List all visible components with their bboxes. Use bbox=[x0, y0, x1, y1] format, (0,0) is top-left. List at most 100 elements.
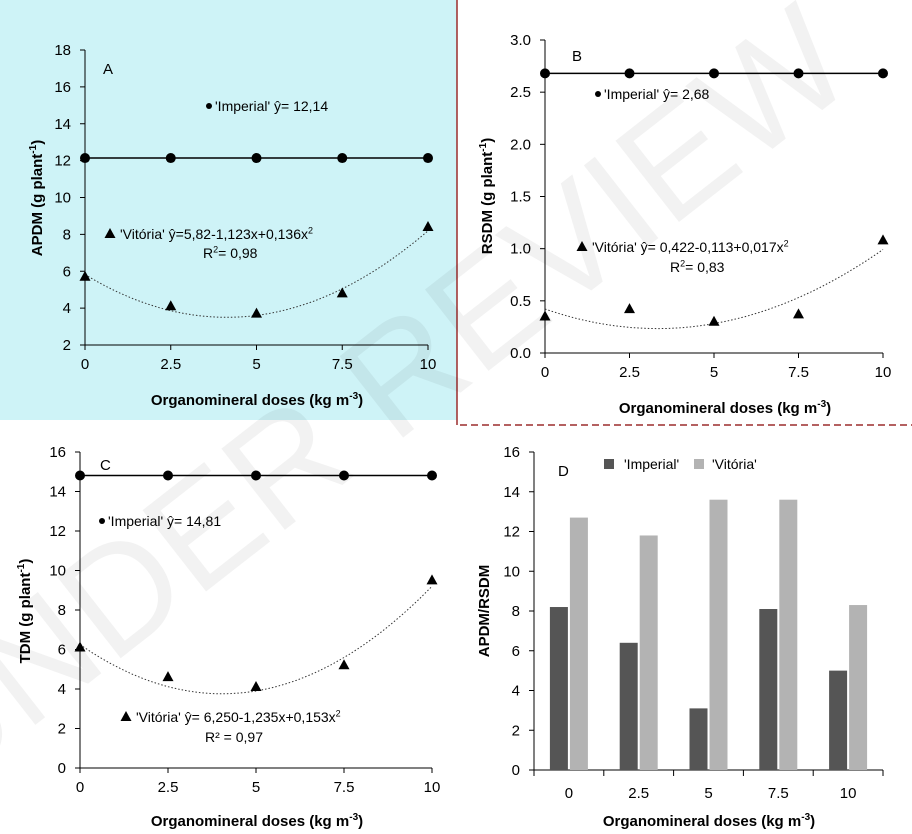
panel-b-imperial-legend-marker bbox=[595, 91, 601, 97]
panel-b-ylabel: RSDM (g plant-1​) bbox=[478, 138, 496, 254]
panel-b-xtick-label-3: 7.5 bbox=[788, 364, 809, 381]
panel-c-imperial-point-0 bbox=[75, 470, 85, 481]
panel-c-ylabel: TDM (g plant-1​) bbox=[16, 559, 34, 664]
panel-d-bar-imperial-3 bbox=[759, 609, 778, 770]
panel-d-ytick-label-2: 4 bbox=[512, 683, 520, 700]
panel-a-xtick-label-1: 2.5 bbox=[160, 356, 181, 373]
panel-b-vitoria-point-3 bbox=[793, 308, 804, 319]
panel-c-ytick-label-8: 16 bbox=[49, 444, 66, 461]
panel-a-ylabel: APDM (g plant-1​) bbox=[28, 140, 46, 256]
panel-a-xtick-label-2: 5 bbox=[252, 356, 260, 373]
panel-c-vitoria-point-2 bbox=[250, 681, 262, 692]
panel-a-vitoria-point-4 bbox=[422, 221, 434, 231]
panel-a-imperial-point-0 bbox=[80, 153, 90, 164]
panel-c-ytick-label-7: 14 bbox=[49, 484, 66, 501]
panel-c-xtick-label-3: 7.5 bbox=[334, 779, 355, 796]
panel-c-xtick-label-2: 5 bbox=[252, 779, 260, 796]
panel-a-ytick-label-3: 8 bbox=[63, 226, 71, 243]
panel-b-vitoria-point-4 bbox=[877, 234, 889, 245]
panel-b-imperial-point-0 bbox=[540, 68, 550, 79]
panel-a-ytick-label-8: 18 bbox=[54, 42, 71, 59]
panel-d-xlabel: Organomineral doses (kg m-3​) bbox=[603, 812, 815, 830]
panel-d-bar-imperial-2 bbox=[689, 708, 708, 770]
panel-c-ytick-label-3: 6 bbox=[58, 642, 66, 659]
panel-a-xtick-label-3: 7.5 bbox=[332, 356, 353, 373]
panel-a-vitoria-point-3 bbox=[336, 287, 348, 298]
panel-b-xlabel: Organomineral doses (kg m-3​) bbox=[619, 399, 831, 417]
panel-d-category-label-1: 2.5 bbox=[628, 785, 649, 802]
panel-c-letter: C bbox=[100, 457, 111, 474]
panel-c-vitoria-point-0 bbox=[74, 641, 86, 652]
panel-b-ytick-label-3: 1.5 bbox=[510, 189, 531, 206]
panel-b-vitoria-equation: 'Vitória' ŷ= 0,422-0,113+0,017x2​ bbox=[592, 238, 789, 255]
panel-d-ytick-label-1: 2 bbox=[512, 722, 520, 739]
panel-c-ytick-label-0: 0 bbox=[58, 760, 66, 777]
panel-c-ytick-label-4: 8 bbox=[58, 602, 66, 619]
panel-c-vitoria-legend-marker bbox=[120, 711, 132, 721]
panel-c-ytick-label-6: 12 bbox=[49, 523, 66, 540]
panel-b-imperial-point-3 bbox=[793, 68, 804, 79]
panel-d-ytick-label-3: 6 bbox=[512, 643, 520, 660]
panel-c-ytick-label-2: 4 bbox=[58, 681, 66, 698]
panel-a: 2 4 6 8 10 12 14 16 18 0 2.5 5 7.5 10 A APDM (g plan… bbox=[0, 0, 457, 420]
panel-b-ytick-label-2: 1.0 bbox=[510, 241, 531, 258]
panel-a-imperial-point-2 bbox=[251, 153, 262, 164]
panel-c-xtick-label-0: 0 bbox=[76, 779, 84, 796]
panel-d-bar-imperial-4 bbox=[829, 670, 848, 770]
panel-a-vitoria-legend-marker bbox=[104, 228, 116, 238]
panel-b-xtick-label-0: 0 bbox=[541, 364, 549, 381]
panel-b-vitoria-point-2 bbox=[708, 315, 720, 326]
panel-c-ytick-label-5: 10 bbox=[49, 563, 66, 580]
panel-c-xlabel: Organomineral doses (kg m-3​) bbox=[151, 812, 363, 830]
panel-a-imperial-equation: 'Imperial' ŷ= 12,14 bbox=[215, 98, 328, 114]
panel-d-ytick-label-6: 12 bbox=[503, 524, 520, 541]
panel-b-xtick-label-4: 10 bbox=[875, 364, 892, 381]
panel-a-xtick-label-0: 0 bbox=[81, 356, 89, 373]
panel-d-category-label-4: 10 bbox=[840, 785, 857, 802]
panel-a-imperial-point-3 bbox=[337, 153, 348, 164]
panel-a-imperial-legend-marker bbox=[206, 103, 212, 109]
panel-b-letter: B bbox=[572, 48, 582, 65]
panel-b-imperial-equation: 'Imperial' ŷ= 2,68 bbox=[604, 86, 710, 102]
panel-a-ytick-label-1: 4 bbox=[63, 300, 71, 317]
panel-a-imperial-point-4 bbox=[423, 153, 433, 164]
panel-b-ytick-label-1: 0.5 bbox=[510, 293, 531, 310]
panel-c-imperial-point-4 bbox=[427, 470, 437, 481]
panel-a-ytick-label-2: 6 bbox=[63, 263, 71, 280]
panel-c-xtick-label-4: 10 bbox=[424, 779, 441, 796]
panel-a-ytick-label-7: 16 bbox=[54, 79, 71, 96]
panel-d-letter: D bbox=[558, 463, 569, 480]
panel-c: 0 2 4 6 8 10 12 14 16 0 2.5 5 7.5 10 C TDM (g plant-… bbox=[16, 444, 440, 830]
panel-c-vitoria-point-3 bbox=[338, 659, 350, 670]
panel-a-ytick-label-5: 12 bbox=[54, 153, 71, 170]
panel-c-imperial-point-2 bbox=[251, 470, 261, 481]
panel-b-vitoria-point-0 bbox=[539, 310, 551, 321]
panel-a-imperial-point-1 bbox=[165, 153, 176, 164]
panel-d-ytick-label-8: 16 bbox=[503, 444, 520, 461]
panel-d-ytick-label-4: 8 bbox=[512, 603, 520, 620]
panel-c-imperial-legend-marker bbox=[99, 518, 105, 524]
panel-b-r2: R2​= 0,83 bbox=[670, 258, 725, 275]
panel-a-background bbox=[0, 0, 457, 420]
panel-a-vitoria-point-2 bbox=[251, 307, 262, 318]
panel-d-category-label-3: 7.5 bbox=[768, 785, 789, 802]
panel-a-vitoria-equation: 'Vitória' ŷ=5,82-1,123x+0,136x2​ bbox=[120, 225, 313, 242]
panel-a-vitoria-point-0 bbox=[79, 270, 91, 281]
panel-b-vitoria-legend-marker bbox=[576, 241, 588, 251]
panel-a-r2: R2​= 0,98 bbox=[203, 244, 258, 261]
panel-b-imperial-point-4 bbox=[878, 68, 888, 79]
panel-c-vitoria-point-1 bbox=[162, 671, 174, 682]
panel-b-xtick-label-1: 2.5 bbox=[619, 364, 640, 381]
panel-d-category-label-2: 5 bbox=[704, 785, 712, 802]
legend-vitoria-label: 'Vitória' bbox=[712, 456, 757, 472]
legend-vitoria-swatch bbox=[694, 459, 704, 469]
panel-a-vitoria-point-1 bbox=[165, 300, 177, 311]
panel-a-xlabel: Organomineral doses (kg m-3​) bbox=[151, 391, 363, 409]
panel-d-category-label-0: 0 bbox=[565, 785, 573, 802]
panel-c-imperial-point-1 bbox=[163, 470, 173, 481]
panel-d-bar-vitoria-2 bbox=[709, 499, 728, 770]
panel-c-vitoria-equation: 'Vitória' ŷ= 6,250-1,235x+0,153x2​ bbox=[136, 708, 341, 725]
panel-b-ytick-label-6: 3.0 bbox=[510, 32, 531, 49]
panel-d-ylabel: APDM/RSDM bbox=[476, 565, 493, 658]
